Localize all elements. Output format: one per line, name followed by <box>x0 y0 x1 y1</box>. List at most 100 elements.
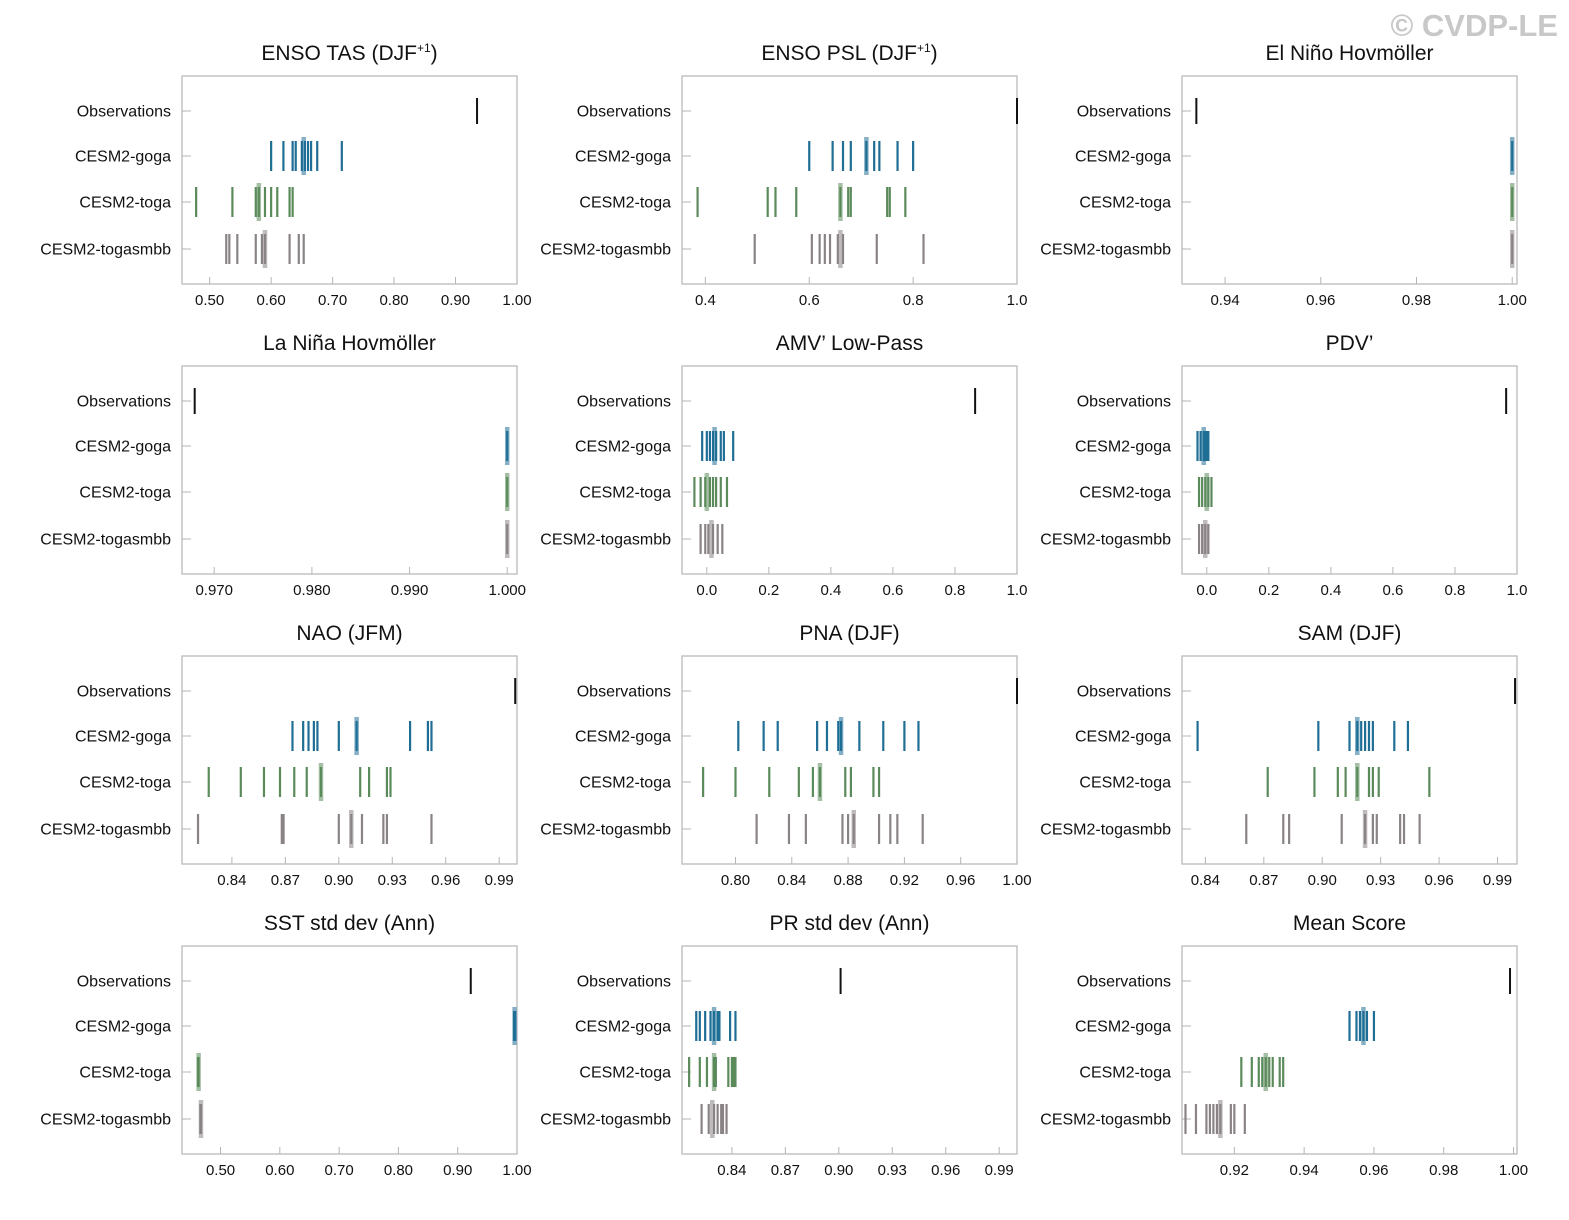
plot-frame <box>1181 945 1518 1155</box>
plot-frame <box>1181 365 1518 575</box>
x-tick-label: 0.2 <box>1258 582 1279 599</box>
row-label: CESM2-toga <box>579 195 671 212</box>
x-tick-label: 0.2 <box>758 582 779 599</box>
x-tick-label: 0.96 <box>431 872 460 889</box>
row-label: CESM2-toga <box>579 775 671 792</box>
x-tick-label: 0.93 <box>878 1162 907 1179</box>
row-label: CESM2-togasmbb <box>1040 242 1171 259</box>
row-label: CESM2-toga <box>1079 485 1171 502</box>
x-tick-label: 1.00 <box>1002 872 1031 889</box>
panel: La Niña Hovmöller Observations CESM2-goga C… <box>40 332 526 599</box>
row-label: Observations <box>77 974 171 991</box>
row-label: CESM2-goga <box>575 1019 671 1036</box>
x-tick-label: 0.990 <box>391 582 429 599</box>
row-label: CESM2-goga <box>1075 439 1171 456</box>
row-label: CESM2-toga <box>579 1065 671 1082</box>
x-tick-label: 0.88 <box>833 872 862 889</box>
panel-title: PR std dev (Ann) <box>770 912 930 935</box>
x-tick-label: 0.6 <box>799 292 820 309</box>
row-label: Observations <box>1077 974 1171 991</box>
x-tick-label: 0.0 <box>696 582 717 599</box>
panel-title: ENSO TAS (DJF+1) <box>261 41 437 65</box>
plot-frame <box>181 945 518 1155</box>
x-tick-label: 0.87 <box>771 1162 800 1179</box>
x-tick-label: 0.6 <box>1382 582 1403 599</box>
x-tick-label: 0.60 <box>257 292 286 309</box>
row-label: Observations <box>577 104 671 121</box>
row-label: CESM2-goga <box>75 149 171 166</box>
plot-frame <box>181 75 518 285</box>
x-tick-label: 1.000 <box>488 582 526 599</box>
row-label: CESM2-toga <box>579 485 671 502</box>
row-label: CESM2-goga <box>1075 729 1171 746</box>
x-tick-label: 0.84 <box>777 872 806 889</box>
row-label: Observations <box>1077 104 1171 121</box>
row-label: CESM2-toga <box>79 775 171 792</box>
panel-title: NAO (JFM) <box>296 622 402 645</box>
row-label: CESM2-toga <box>1079 195 1171 212</box>
x-tick-label: 0.93 <box>1366 872 1395 889</box>
row-label: Observations <box>577 394 671 411</box>
x-tick-label: 1.0 <box>1007 292 1028 309</box>
x-tick-label: 1.0 <box>1507 582 1528 599</box>
row-label: CESM2-togasmbb <box>40 532 171 549</box>
panel: SAM (DJF) Observations CESM2-goga CESM2-tog… <box>1040 622 1518 889</box>
panel: PR std dev (Ann) Observations CESM2-goga CE… <box>540 912 1018 1179</box>
x-tick-label: 0.84 <box>217 872 246 889</box>
row-label: Observations <box>1077 394 1171 411</box>
watermark: © CVDP-LE <box>1390 8 1558 43</box>
x-tick-label: 1.00 <box>1498 292 1527 309</box>
x-tick-label: 1.00 <box>502 1162 531 1179</box>
row-label: CESM2-goga <box>75 439 171 456</box>
panel-title: La Niña Hovmöller <box>263 332 436 355</box>
x-tick-label: 0.90 <box>1308 872 1337 889</box>
panel-title: El Niño Hovmöller <box>1265 42 1433 65</box>
row-label: CESM2-toga <box>79 1065 171 1082</box>
plot-frame <box>181 655 518 865</box>
row-label: Observations <box>77 104 171 121</box>
row-label: CESM2-goga <box>575 729 671 746</box>
x-tick-label: 0.8 <box>1445 582 1466 599</box>
panel-title: Mean Score <box>1293 912 1406 935</box>
x-tick-label: 0.87 <box>1249 872 1278 889</box>
panel: PNA (DJF) Observations CESM2-goga CESM2-tog… <box>540 622 1031 889</box>
panel-title: SAM (DJF) <box>1298 622 1402 645</box>
x-tick-label: 0.4 <box>695 292 716 309</box>
row-label: Observations <box>77 394 171 411</box>
row-label: CESM2-togasmbb <box>1040 532 1171 549</box>
row-label: Observations <box>577 974 671 991</box>
x-tick-label: 0.70 <box>318 292 347 309</box>
x-tick-label: 0.96 <box>1424 872 1453 889</box>
x-tick-label: 0.70 <box>325 1162 354 1179</box>
row-label: CESM2-togasmbb <box>40 1112 171 1129</box>
x-tick-label: 0.92 <box>1220 1162 1249 1179</box>
x-tick-label: 0.80 <box>379 292 408 309</box>
x-tick-label: 0.6 <box>882 582 903 599</box>
x-tick-label: 0.99 <box>485 872 514 889</box>
panel-title: PDV’ <box>1326 332 1374 355</box>
plot-frame <box>681 75 1018 285</box>
x-tick-label: 0.60 <box>265 1162 294 1179</box>
x-tick-label: 0.50 <box>206 1162 235 1179</box>
plot-frame <box>1181 75 1518 285</box>
row-label: CESM2-togasmbb <box>540 1112 671 1129</box>
x-tick-label: 0.94 <box>1290 1162 1319 1179</box>
row-label: Observations <box>1077 684 1171 701</box>
x-tick-label: 0.92 <box>890 872 919 889</box>
row-label: CESM2-goga <box>1075 1019 1171 1036</box>
row-label: CESM2-togasmbb <box>40 822 171 839</box>
x-tick-label: 0.96 <box>1359 1162 1388 1179</box>
panel: El Niño Hovmöller Observations CESM2-goga C… <box>1040 42 1527 309</box>
row-label: CESM2-togasmbb <box>1040 822 1171 839</box>
row-label: CESM2-toga <box>1079 775 1171 792</box>
plot-frame <box>681 655 1018 865</box>
x-tick-label: 0.90 <box>824 1162 853 1179</box>
x-tick-label: 0.80 <box>721 872 750 889</box>
plot-frame <box>181 365 518 575</box>
x-tick-label: 0.96 <box>931 1162 960 1179</box>
row-label: CESM2-goga <box>75 729 171 746</box>
row-label: CESM2-togasmbb <box>40 242 171 259</box>
panel: Mean Score Observations CESM2-goga CESM2-to… <box>1040 912 1528 1179</box>
panel-title: AMV’ Low-Pass <box>776 332 923 355</box>
